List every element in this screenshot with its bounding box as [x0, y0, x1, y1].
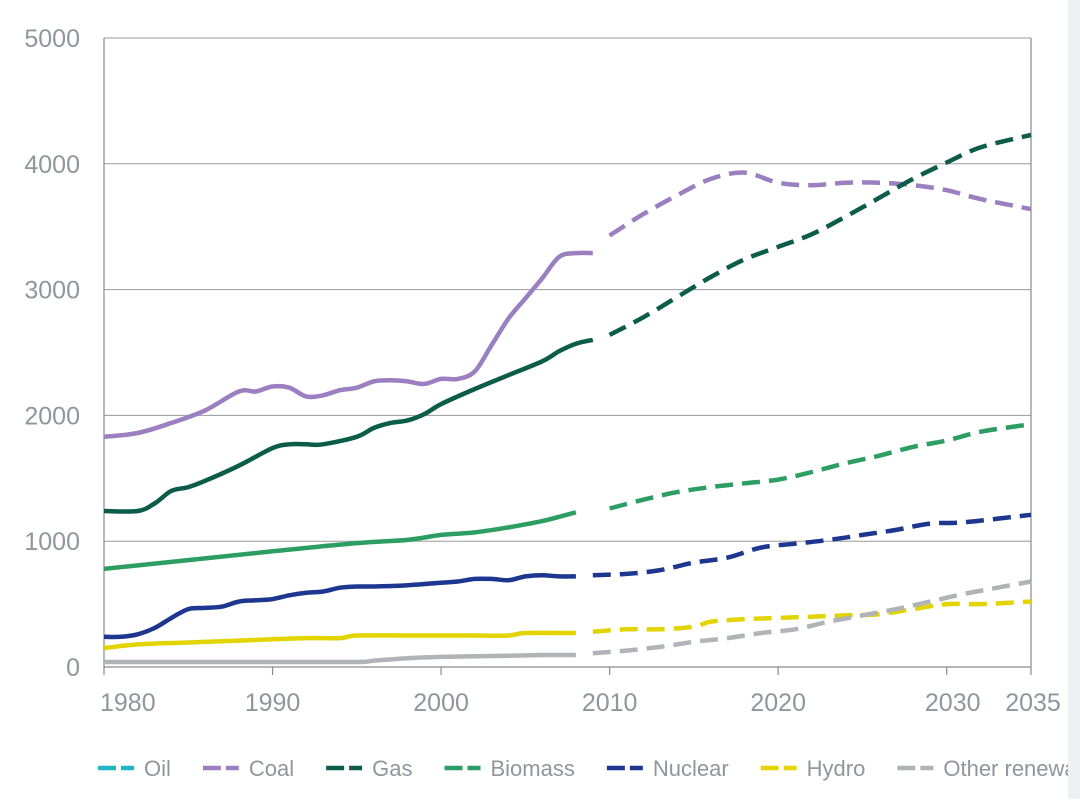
- series-coal-historical-line: [103, 250, 593, 440]
- legend-label-coal: Coal: [249, 756, 294, 781]
- legend-label-biomass: Biomass: [491, 756, 575, 781]
- series-nuclear-projected-line: [592, 512, 1032, 578]
- legend-label-gas: Gas: [372, 756, 412, 781]
- y-tick-label-4000: 4000: [24, 151, 80, 179]
- legend-label-hydro: Hydro: [807, 756, 866, 781]
- legend-label-nuclear: Nuclear: [653, 756, 729, 781]
- y-tick-label-2000: 2000: [24, 402, 80, 430]
- series-hydro-projected-line: [592, 599, 1032, 635]
- series-biomass-projected-line: [609, 421, 1032, 511]
- series-biomass-historical-line: [103, 510, 577, 572]
- x-tick-label-2010: 2010: [582, 689, 638, 717]
- x-tick-label-1990: 1990: [245, 689, 301, 717]
- x-tick-label-2030: 2030: [925, 689, 981, 717]
- series-other-renewables-projected-line: [592, 579, 1032, 656]
- y-tick-label-5000: 5000: [24, 25, 80, 53]
- right-edge-strip: [1068, 0, 1080, 799]
- x-tick-label-2020: 2020: [750, 689, 806, 717]
- legend-item-oil: Oil: [98, 756, 171, 781]
- x-tick-label-1980: 1980: [100, 689, 156, 717]
- series-hydro-historical-line: [103, 630, 576, 651]
- legend-item-coal: Coal: [202, 756, 294, 781]
- series-gas-projected-line: [608, 132, 1032, 337]
- legend-item-nuclear: Nuclear: [606, 756, 729, 781]
- y-tick-label-0: 0: [66, 654, 80, 682]
- tick-labels: 0 1000 2000 3000 4000 5000 1980 1990 2000 2010 202…: [24, 25, 1060, 717]
- x-tick-label-2035: 2035: [1005, 689, 1061, 717]
- legend-item-biomass: Biomass: [444, 756, 575, 781]
- x-tick-label-2000: 2000: [413, 689, 469, 717]
- y-tick-label-1000: 1000: [24, 528, 80, 556]
- legend-item-other-renewables: Other renewables: [897, 756, 1080, 781]
- legend-item-hydro: Hydro: [760, 756, 866, 781]
- axes: [103, 38, 1032, 675]
- series-lines: [103, 132, 1032, 665]
- legend-item-gas: Gas: [326, 756, 413, 781]
- series-gas-historical-line: [103, 337, 594, 514]
- legend-label-other-renewables: Other renewables: [943, 756, 1068, 781]
- series-coal-projected-line: [608, 170, 1032, 238]
- series-nuclear-historical-line: [103, 572, 576, 640]
- series-other-renewables-historical-line: [104, 652, 576, 665]
- y-tick-label-3000: 3000: [24, 277, 80, 305]
- grid-lines: [104, 37, 1031, 542]
- legend-label-oil: Oil: [144, 756, 171, 781]
- legend: Oil Coal Gas Biomass Nuclear Hydro Other renew…: [98, 756, 1080, 781]
